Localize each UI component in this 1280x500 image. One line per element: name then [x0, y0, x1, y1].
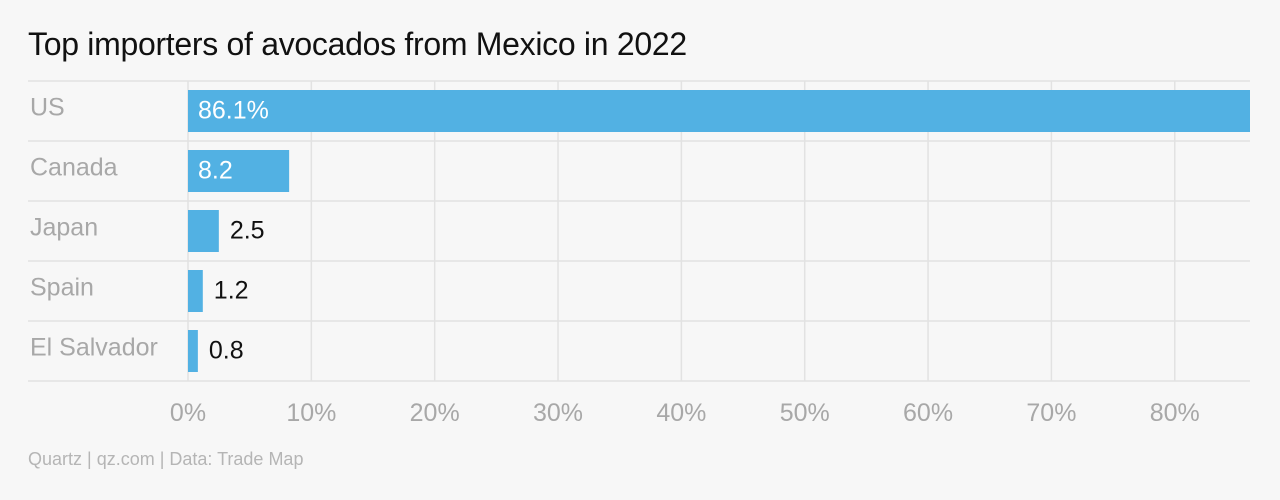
bar-value-label: 0.8: [209, 337, 244, 365]
bar: [188, 150, 290, 192]
category-label: El Salvador: [30, 334, 158, 362]
bar: [188, 330, 198, 372]
category-label: Canada: [30, 154, 118, 182]
x-tick-label: 20%: [410, 399, 460, 427]
category-label: US: [30, 94, 65, 122]
bar-value-label: 1.2: [214, 277, 249, 305]
bar: [188, 90, 1250, 132]
x-tick-label: 10%: [286, 399, 336, 427]
x-tick-label: 30%: [533, 399, 583, 427]
bar-value-label: 8.2: [198, 157, 233, 185]
chart-title: Top importers of avocados from Mexico in…: [28, 26, 687, 62]
bar-value-label: 2.5: [230, 217, 265, 245]
x-tick-label: 60%: [903, 399, 953, 427]
bar-value-label: 86.1%: [198, 97, 269, 125]
category-label: Japan: [30, 214, 98, 242]
x-tick-label: 0%: [170, 399, 206, 427]
x-tick-label: 40%: [656, 399, 706, 427]
bar: [188, 270, 203, 312]
x-tick-label: 80%: [1150, 399, 1200, 427]
x-tick-label: 70%: [1026, 399, 1076, 427]
x-tick-label: 50%: [780, 399, 830, 427]
bar: [188, 210, 219, 252]
source-note: Quartz | qz.com | Data: Trade Map: [28, 449, 304, 469]
category-label: Spain: [30, 274, 94, 302]
